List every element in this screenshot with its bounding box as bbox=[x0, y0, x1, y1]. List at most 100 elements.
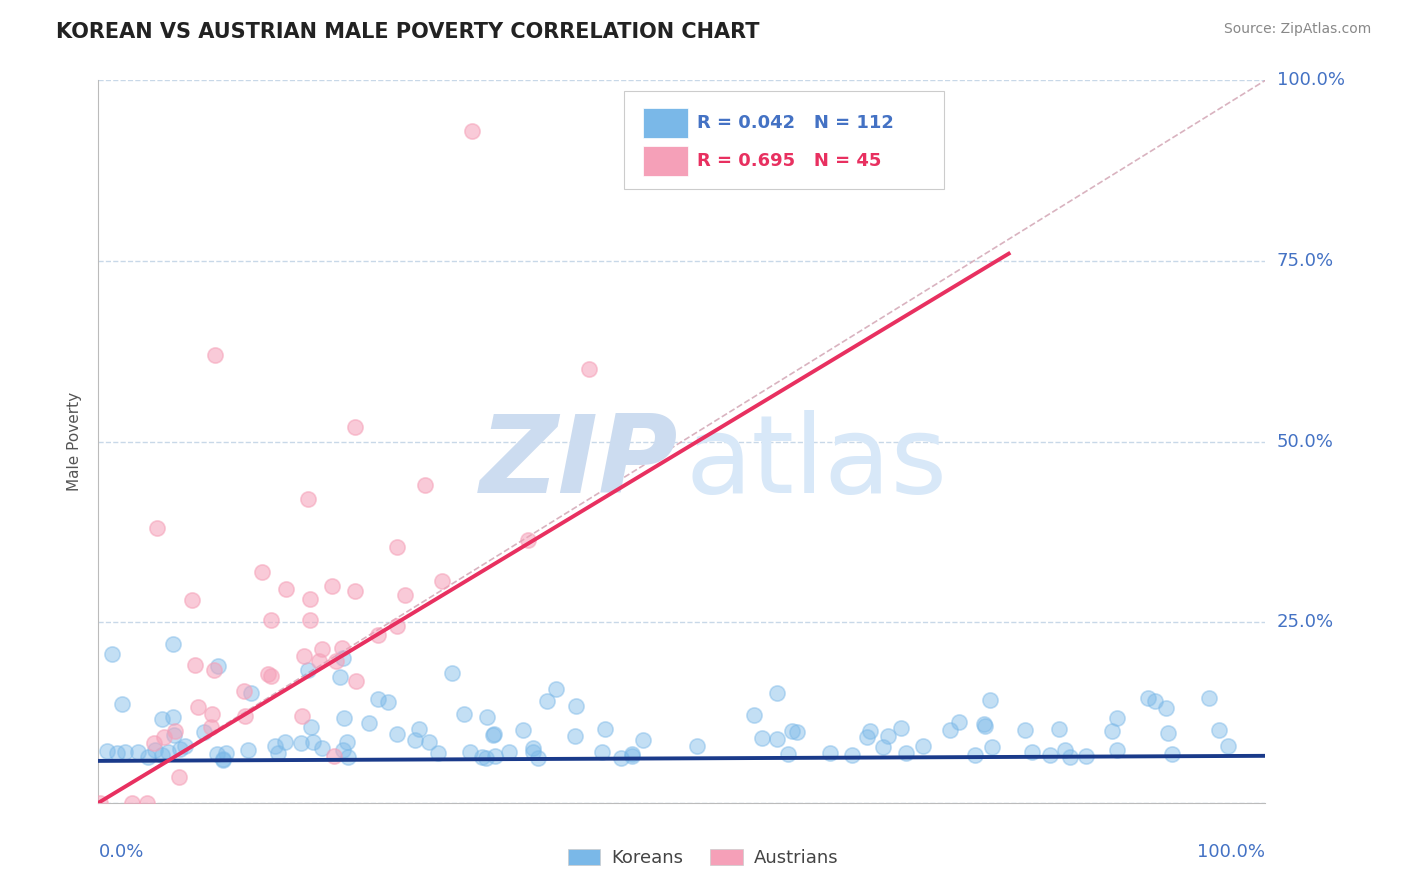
Point bbox=[1160, 747, 1182, 761]
Point bbox=[1107, 711, 1129, 725]
Point bbox=[337, 749, 360, 764]
Point bbox=[859, 723, 882, 738]
Point bbox=[1137, 691, 1160, 706]
Point bbox=[1053, 743, 1076, 757]
Point bbox=[215, 747, 238, 761]
Point bbox=[475, 751, 498, 765]
Point bbox=[872, 739, 894, 754]
Point bbox=[1143, 694, 1166, 708]
Point bbox=[143, 736, 166, 750]
Point bbox=[240, 686, 263, 700]
Point bbox=[516, 533, 538, 547]
Point bbox=[184, 657, 207, 672]
Point bbox=[311, 642, 333, 657]
Point bbox=[211, 752, 233, 766]
Point bbox=[200, 720, 222, 734]
Point bbox=[387, 727, 409, 741]
Text: Source: ZipAtlas.com: Source: ZipAtlas.com bbox=[1223, 22, 1371, 37]
Point bbox=[877, 729, 900, 743]
Point bbox=[299, 592, 322, 607]
Point bbox=[105, 747, 128, 761]
Point bbox=[427, 746, 450, 760]
Point bbox=[127, 746, 149, 760]
Point bbox=[527, 751, 550, 765]
Point bbox=[167, 770, 190, 784]
Point bbox=[291, 709, 314, 723]
Point bbox=[981, 739, 1004, 754]
Point bbox=[204, 348, 226, 362]
Point bbox=[631, 733, 654, 747]
Point bbox=[973, 717, 995, 731]
Point bbox=[187, 699, 209, 714]
Point bbox=[475, 710, 498, 724]
Point bbox=[162, 637, 184, 651]
Point bbox=[786, 724, 808, 739]
Point bbox=[620, 747, 643, 761]
Point bbox=[1216, 739, 1239, 753]
Point bbox=[152, 730, 174, 744]
Point bbox=[169, 742, 191, 756]
Point bbox=[180, 593, 202, 607]
Text: 50.0%: 50.0% bbox=[1277, 433, 1333, 450]
Point bbox=[260, 669, 283, 683]
Point bbox=[299, 720, 322, 734]
Point bbox=[498, 745, 520, 759]
Point bbox=[273, 734, 295, 748]
Text: 100.0%: 100.0% bbox=[1277, 71, 1344, 89]
Text: R = 0.042   N = 112: R = 0.042 N = 112 bbox=[697, 114, 894, 132]
FancyBboxPatch shape bbox=[644, 146, 688, 177]
Point bbox=[856, 731, 879, 745]
Text: R = 0.695   N = 45: R = 0.695 N = 45 bbox=[697, 153, 882, 170]
Point bbox=[744, 708, 766, 723]
Point bbox=[343, 584, 366, 599]
Point bbox=[818, 746, 841, 760]
Point bbox=[387, 618, 409, 632]
Point bbox=[1021, 746, 1043, 760]
Point bbox=[232, 684, 254, 698]
Point bbox=[1014, 723, 1036, 738]
Point bbox=[841, 747, 863, 762]
Point bbox=[325, 654, 347, 668]
Point bbox=[150, 713, 173, 727]
Point bbox=[136, 749, 159, 764]
Point bbox=[484, 727, 506, 741]
Point bbox=[1076, 749, 1098, 764]
Point bbox=[536, 694, 558, 708]
Point bbox=[565, 698, 588, 713]
Text: 0.0%: 0.0% bbox=[98, 843, 143, 861]
Point bbox=[330, 641, 353, 656]
Point bbox=[114, 745, 136, 759]
Point bbox=[344, 420, 367, 434]
Point bbox=[1154, 701, 1177, 715]
Point bbox=[89, 796, 111, 810]
Point bbox=[367, 628, 389, 642]
Point bbox=[267, 746, 290, 760]
Point bbox=[236, 743, 259, 757]
Point bbox=[332, 651, 354, 665]
Point bbox=[782, 723, 804, 738]
Point bbox=[333, 711, 356, 725]
Point bbox=[204, 663, 226, 677]
Point bbox=[233, 709, 256, 723]
Point bbox=[111, 698, 134, 712]
Text: 25.0%: 25.0% bbox=[1277, 613, 1334, 632]
Text: 100.0%: 100.0% bbox=[1198, 843, 1265, 861]
Point bbox=[413, 478, 436, 492]
Point bbox=[408, 722, 430, 736]
Point bbox=[751, 731, 773, 745]
Point bbox=[965, 747, 987, 762]
Point bbox=[484, 749, 506, 764]
Point bbox=[135, 796, 157, 810]
Point bbox=[193, 725, 215, 739]
Point bbox=[1039, 747, 1062, 762]
Point bbox=[207, 747, 229, 761]
Point bbox=[96, 744, 118, 758]
Point bbox=[1198, 690, 1220, 705]
Point bbox=[311, 741, 333, 756]
Point bbox=[165, 724, 187, 739]
Point bbox=[101, 647, 124, 661]
Point bbox=[298, 613, 321, 627]
Point bbox=[404, 733, 426, 747]
Point bbox=[344, 674, 367, 689]
Point bbox=[394, 588, 416, 602]
